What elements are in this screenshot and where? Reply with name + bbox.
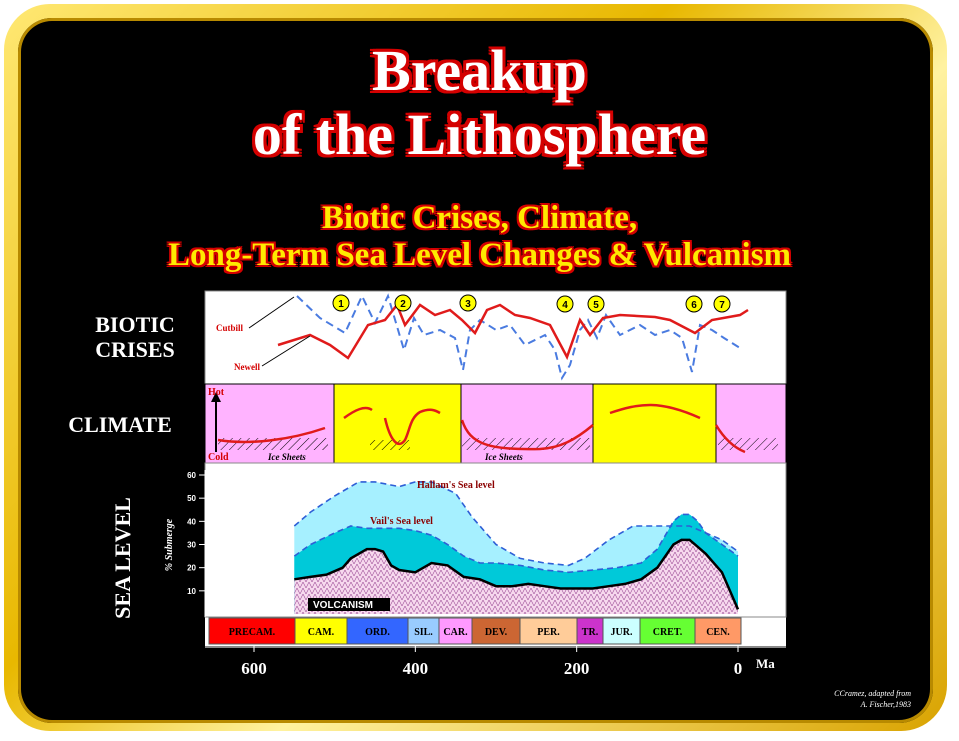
hallam-sea-level-line	[293, 481, 739, 567]
cutbill-line	[296, 293, 741, 381]
x-axis: 600 400 200 0 Ma	[241, 646, 775, 678]
arrow-up-icon	[211, 392, 221, 402]
y-tick-label: 40	[187, 517, 196, 526]
biotic-label-line-2: CRISES	[95, 337, 175, 362]
subtitle-line-2: Long-Term Sea Level Changes & Vulcanism	[167, 237, 792, 273]
period-label-3: ORD.	[365, 627, 390, 638]
crisis-marker-6	[685, 295, 703, 313]
climate-block-hot-1	[333, 383, 462, 464]
climate-block-cold-2	[460, 383, 594, 464]
newell-label: Newell	[234, 362, 260, 372]
period-cell-10	[639, 617, 696, 645]
crisis-marker-3	[459, 294, 477, 312]
climate-curve-seg-6	[714, 424, 746, 454]
sea-level-panel: 60 50 40 30 20 10 Hallam's Sea level Vail's S…	[110, 462, 787, 619]
x-tick-label: 0	[734, 659, 743, 678]
crisis-number-3: 3	[465, 299, 471, 310]
biotic-crises-label: BIOTIC CRISES	[60, 312, 210, 362]
crisis-marker-4	[556, 295, 574, 313]
credit: CCramez, adapted from A. Fischer,1983	[834, 688, 911, 710]
crisis-number-5: 5	[593, 300, 599, 311]
vail-sea-level-line	[293, 513, 739, 574]
volcanism-line	[294, 538, 740, 610]
period-cell-11	[694, 617, 742, 645]
biotic-panel: Cutbill Newell 1 2 3 4 5 6 7	[204, 290, 787, 385]
cold-label: Cold	[208, 452, 229, 463]
period-label-4: SIL.	[414, 627, 433, 638]
climate-curve-seg-3	[383, 408, 441, 446]
crisis-markers: 1 2 3 4 5 6 7	[332, 294, 731, 313]
newell-pointer	[261, 335, 311, 367]
ice-sheet-hatch-4	[718, 438, 778, 450]
crisis-number-4: 4	[562, 300, 568, 311]
period-label-1: PRECAM.	[229, 627, 276, 638]
subtitle-line-1: Biotic Crises, Climate,	[321, 200, 638, 236]
climate-block-hot-2	[592, 383, 717, 464]
chart-panel-base	[205, 646, 786, 648]
climate-panel: Hot Cold Ice Sheets Ice Sheets	[204, 383, 787, 464]
period-label-9: JUR.	[611, 627, 633, 638]
period-label-2: CAM.	[308, 627, 335, 638]
climate-curve-seg-1	[217, 426, 326, 444]
y-tick-label: 10	[187, 587, 196, 596]
hallam-label: Hallam's Sea level	[417, 480, 495, 491]
volcanism-area	[294, 539, 738, 614]
ice-sheet-hatch-2	[370, 440, 410, 450]
climate-curve-seg-5	[609, 403, 701, 420]
y-tick-label: 50	[187, 494, 196, 503]
y-axis-label: % Submerge	[164, 518, 175, 571]
x-axis-unit: Ma	[756, 656, 775, 671]
newell-line	[277, 302, 749, 361]
ice-sheets-label-1: Ice Sheets	[267, 452, 306, 462]
title-line-1: Breakup	[372, 38, 587, 103]
title-line-2: of the Lithosphere	[252, 102, 707, 167]
period-cell-3	[346, 617, 409, 645]
crisis-marker-1	[332, 294, 350, 312]
period-label-6: DEV.	[485, 627, 508, 638]
crisis-marker-7	[713, 295, 731, 313]
period-cell-4	[407, 617, 440, 645]
x-tick-label: 400	[403, 659, 429, 678]
x-tick-label: 600	[241, 659, 267, 678]
crisis-marker-5	[587, 295, 605, 313]
crisis-number-1: 1	[338, 299, 344, 310]
period-cell-9	[602, 617, 641, 645]
biotic-label-line-1: BIOTIC	[95, 312, 175, 337]
y-tick-label: 60	[187, 471, 196, 480]
hot-label: Hot	[208, 387, 225, 398]
period-cell-7	[519, 617, 578, 645]
climate-curve	[217, 403, 746, 454]
volcanism-label: VOLCANISM	[313, 600, 373, 611]
credit-line-1: CCramez, adapted from	[834, 689, 911, 698]
y-tick-label: 20	[187, 564, 196, 573]
vail-label: Vail's Sea level	[370, 516, 433, 527]
y-axis: 60 50 40 30 20 10	[187, 470, 207, 617]
period-label-5: CAR.	[443, 627, 468, 638]
period-label-8: TR.	[582, 627, 599, 638]
period-label-11: CEN.	[706, 627, 730, 638]
crisis-marker-2	[394, 294, 412, 312]
sea-level-label: SEA LEVEL	[110, 497, 135, 619]
period-cell-2	[294, 617, 348, 645]
crisis-number-7: 7	[719, 300, 725, 311]
crisis-number-6: 6	[691, 300, 697, 311]
cutbill-label: Cutbill	[216, 323, 244, 333]
credit-line-2: A. Fischer,1983	[860, 700, 911, 709]
climate-curve-seg-4	[460, 419, 594, 451]
ice-sheets-label-2: Ice Sheets	[484, 452, 523, 462]
period-cell-6	[471, 617, 521, 645]
cutbill-pointer	[248, 296, 295, 329]
period-label-7: PER.	[537, 627, 560, 638]
crisis-number-2: 2	[400, 299, 406, 310]
volcanism-badge	[308, 598, 390, 611]
period-label-10: CRET.	[653, 627, 683, 638]
climate-block-cold-3	[715, 383, 787, 464]
x-tick-label: 200	[564, 659, 590, 678]
period-bar: PRECAM. CAM. ORD. SIL. CAR. DEV. PER. TR. JUR. CR…	[208, 617, 742, 645]
climate-label: CLIMATE	[68, 412, 172, 437]
y-tick-label: 30	[187, 541, 196, 550]
period-cell-1	[208, 617, 296, 645]
climate-curve-seg-2	[343, 406, 373, 420]
